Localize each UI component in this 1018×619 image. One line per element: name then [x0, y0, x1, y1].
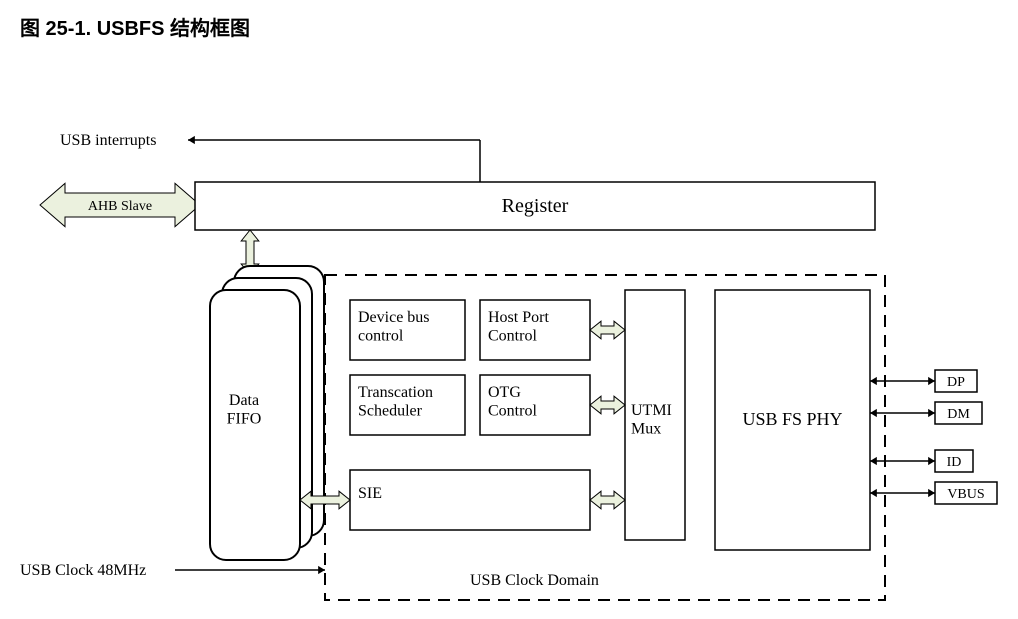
usb-clock-48mhz-label: USB Clock 48MHz: [20, 562, 146, 579]
ahb-slave-label: AHB Slave: [88, 199, 152, 214]
sie-block: [350, 470, 590, 530]
dp-pin-label: DP: [947, 375, 965, 390]
vbus-pin-label: VBUS: [947, 487, 984, 502]
figure-title: 图 25-1. USBFS 结构框图: [20, 16, 250, 40]
transaction-scheduler-block-label: TranscationScheduler: [358, 384, 433, 419]
register-label: Register: [502, 195, 569, 217]
usb-clock-domain-label: USB Clock Domain: [470, 572, 599, 589]
usb-interrupts-label: USB interrupts: [60, 132, 156, 149]
data-fifo-label: DataFIFO: [227, 392, 262, 427]
dm-pin-label: DM: [947, 407, 970, 422]
usb-fs-phy-label: USB FS PHY: [742, 409, 842, 429]
sie-label: SIE: [358, 485, 382, 502]
id-pin-label: ID: [947, 455, 962, 470]
